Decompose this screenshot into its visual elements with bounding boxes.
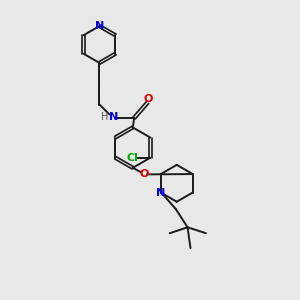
Text: Cl: Cl [127, 153, 138, 163]
Text: N: N [156, 188, 165, 197]
Text: N: N [95, 21, 104, 31]
Text: N: N [109, 112, 118, 122]
Text: O: O [140, 169, 149, 179]
Text: H: H [101, 112, 108, 122]
Text: O: O [143, 94, 153, 104]
